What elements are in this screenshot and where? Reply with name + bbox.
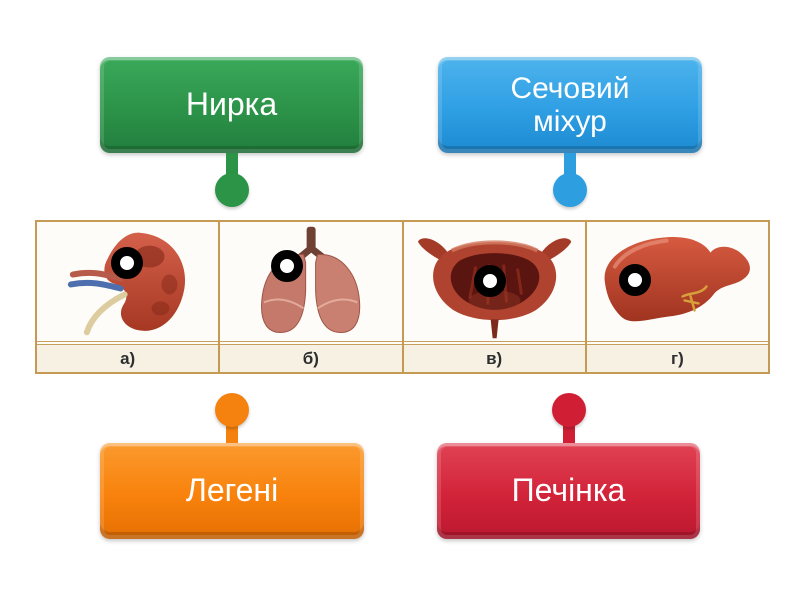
pin-knob[interactable] xyxy=(553,173,587,207)
label-card-lungs[interactable]: Легені xyxy=(100,393,364,539)
kidney-illustration xyxy=(37,222,219,342)
drop-target-bladder[interactable] xyxy=(473,265,506,297)
label-text-bladder: Сечовий міхур xyxy=(510,72,630,138)
label-text-liver: Печінка xyxy=(511,472,626,509)
organ-panel-d: г) xyxy=(586,222,768,372)
organ-panel-a: а) xyxy=(37,222,221,372)
liver-illustration xyxy=(586,222,768,342)
label-text-lungs: Легені xyxy=(185,472,279,509)
pin-stem xyxy=(564,153,576,176)
label-card-bladder[interactable]: Сечовий міхур xyxy=(438,57,702,207)
pin-stem xyxy=(225,153,238,176)
pin-stem xyxy=(226,425,238,443)
panel-caption-a: а) xyxy=(37,344,219,372)
drop-target-lungs[interactable] xyxy=(271,250,304,282)
label-text-kidney: Нирка xyxy=(185,86,278,123)
organ-panel-c: в) xyxy=(403,222,587,372)
drop-target-liver[interactable] xyxy=(618,264,651,296)
panel-caption-c: в) xyxy=(403,344,585,372)
bladder-illustration xyxy=(403,222,585,342)
label-card-kidney[interactable]: Нирка xyxy=(100,57,363,207)
panel-caption-d: г) xyxy=(586,344,768,372)
label-card-liver[interactable]: Печінка xyxy=(437,393,700,539)
pin-knob[interactable] xyxy=(214,173,249,207)
panel-caption-b: б) xyxy=(220,344,402,372)
organ-panel-b: б) xyxy=(220,222,404,372)
organ-diagram-strip: а) б) xyxy=(35,220,770,374)
lungs-illustration xyxy=(220,222,402,342)
pin-knob[interactable] xyxy=(215,393,249,427)
pin-knob[interactable] xyxy=(551,393,586,427)
drop-target-kidney[interactable] xyxy=(111,247,143,279)
pin-stem xyxy=(562,425,575,443)
